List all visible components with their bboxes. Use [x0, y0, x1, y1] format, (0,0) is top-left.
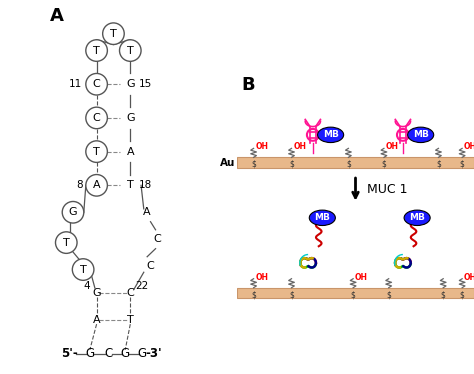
Ellipse shape	[404, 210, 430, 226]
Text: $: $	[351, 290, 356, 299]
Circle shape	[55, 232, 77, 253]
Text: G: G	[92, 288, 101, 298]
Circle shape	[86, 73, 108, 95]
Text: $: $	[460, 290, 465, 299]
Text: -3': -3'	[146, 347, 162, 360]
Text: G: G	[85, 347, 94, 360]
Text: C: C	[93, 113, 100, 123]
Text: T: T	[80, 264, 86, 275]
Text: T: T	[127, 315, 134, 325]
Text: 22: 22	[136, 281, 148, 291]
Ellipse shape	[408, 127, 434, 142]
Text: 4: 4	[83, 281, 90, 291]
Text: $: $	[289, 160, 294, 169]
Text: C: C	[104, 347, 112, 360]
Text: OH: OH	[255, 142, 268, 151]
Text: $: $	[441, 290, 446, 299]
Text: A: A	[93, 315, 100, 325]
Text: $: $	[436, 160, 441, 169]
Text: G: G	[126, 113, 135, 123]
Text: 15: 15	[139, 79, 152, 89]
Circle shape	[86, 175, 108, 196]
Text: $: $	[289, 290, 294, 299]
Text: G: G	[69, 207, 77, 217]
Text: MB: MB	[409, 213, 425, 222]
FancyBboxPatch shape	[237, 288, 474, 298]
Text: Au: Au	[220, 158, 236, 168]
Text: A: A	[127, 147, 134, 157]
Text: C: C	[127, 288, 134, 298]
Text: C: C	[146, 261, 155, 271]
Text: A: A	[143, 207, 151, 217]
Text: G: G	[121, 347, 130, 360]
Text: T: T	[127, 180, 134, 190]
Text: A: A	[49, 7, 64, 25]
Text: A: A	[93, 180, 100, 190]
Text: 11: 11	[69, 79, 82, 89]
Text: 18: 18	[139, 180, 152, 190]
Text: B: B	[242, 76, 255, 94]
Text: C: C	[93, 79, 100, 89]
FancyBboxPatch shape	[237, 157, 474, 168]
Text: $: $	[251, 160, 256, 169]
Circle shape	[86, 40, 108, 61]
Circle shape	[119, 40, 141, 61]
Text: T: T	[127, 46, 134, 56]
Text: OH: OH	[464, 142, 474, 151]
Text: 5'-: 5'-	[61, 347, 78, 360]
Ellipse shape	[309, 210, 336, 226]
Circle shape	[62, 202, 84, 223]
Text: OH: OH	[464, 273, 474, 282]
Text: OH: OH	[255, 273, 268, 282]
Circle shape	[86, 141, 108, 162]
Text: $: $	[386, 290, 391, 299]
Text: MB: MB	[323, 131, 338, 140]
Text: OH: OH	[355, 273, 368, 282]
Ellipse shape	[318, 127, 344, 142]
Text: OH: OH	[293, 142, 306, 151]
Circle shape	[73, 259, 94, 280]
Circle shape	[103, 23, 124, 45]
Text: $: $	[382, 160, 386, 169]
Text: MB: MB	[314, 213, 330, 222]
Text: $: $	[251, 290, 256, 299]
Text: T: T	[110, 29, 117, 39]
Circle shape	[86, 107, 108, 129]
Text: OH: OH	[386, 142, 399, 151]
Text: MB: MB	[413, 131, 428, 140]
Text: G: G	[137, 347, 146, 360]
Text: G: G	[126, 79, 135, 89]
Text: T: T	[93, 46, 100, 56]
Text: C: C	[154, 234, 161, 244]
Text: T: T	[93, 147, 100, 157]
Text: $: $	[346, 160, 351, 169]
Text: T: T	[63, 237, 70, 248]
Text: 8: 8	[76, 180, 82, 190]
Text: MUC 1: MUC 1	[367, 183, 408, 196]
Text: $: $	[460, 160, 465, 169]
